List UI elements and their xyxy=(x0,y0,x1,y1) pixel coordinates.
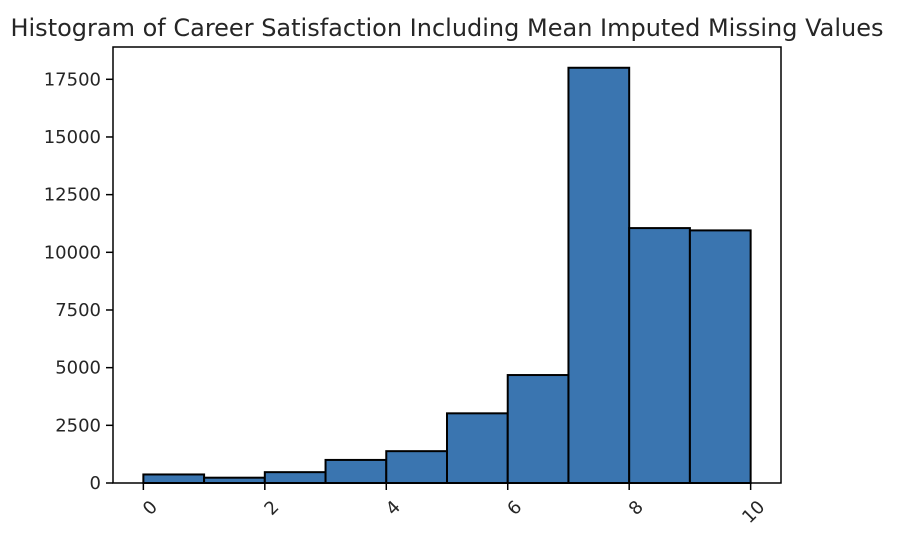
y-tick-label: 7500 xyxy=(55,300,101,321)
histogram-bar-0 xyxy=(142,473,206,484)
x-tick-label: 8 xyxy=(625,497,648,520)
histogram-bar-5 xyxy=(446,412,509,484)
x-axis: 0 2 4 6 8 10 xyxy=(139,483,769,528)
y-tick-label: 12500 xyxy=(44,185,101,206)
bars-group xyxy=(142,66,752,485)
y-tick-label: 17500 xyxy=(44,69,101,90)
histogram-bar-1 xyxy=(203,476,266,485)
y-tick-label: 5000 xyxy=(55,358,101,379)
histogram-bar-6 xyxy=(506,374,570,484)
histogram-bar-3 xyxy=(324,458,388,484)
histogram-bar-8 xyxy=(628,227,691,484)
x-tick-label: 6 xyxy=(503,497,526,520)
y-axis: 0 2500 5000 7500 10000 12500 15000 17500 xyxy=(44,69,113,494)
y-tick-label: 15000 xyxy=(44,127,101,148)
y-tick-label: 2500 xyxy=(55,415,101,436)
y-tick-label: 0 xyxy=(90,473,101,494)
x-tick-label: 4 xyxy=(382,497,405,520)
x-tick-label: 0 xyxy=(139,497,162,520)
y-tick-label: 10000 xyxy=(44,242,101,263)
axes-frame xyxy=(112,46,782,484)
chart-title: Histogram of Career Satisfaction Includi… xyxy=(10,14,883,42)
histogram-bar-2 xyxy=(263,471,327,485)
x-tick-label: 2 xyxy=(260,497,283,520)
histogram-bar-7 xyxy=(567,66,631,484)
histogram-bar-9 xyxy=(688,229,752,484)
x-tick-label: 10 xyxy=(738,497,769,528)
histogram-bar-4 xyxy=(385,450,449,484)
